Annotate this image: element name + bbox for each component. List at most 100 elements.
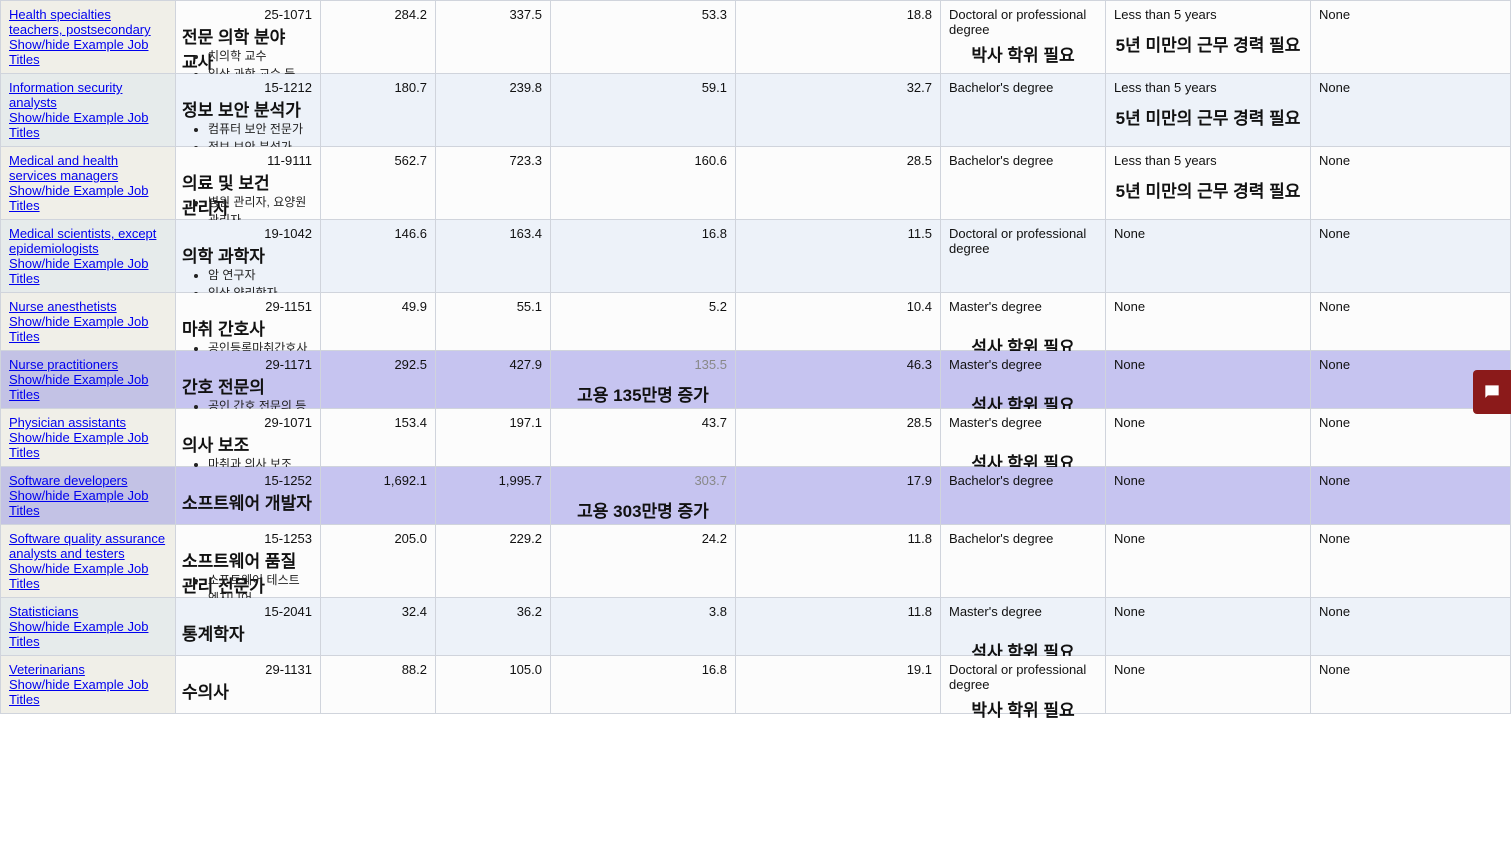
toggle-examples-link[interactable]: Show/hide Example Job Titles — [9, 314, 148, 344]
numeric-value: 16.8 — [702, 226, 727, 241]
korean-education-annotation: 박사 학위 필요 — [941, 41, 1105, 66]
experience-required: Less than 5 years — [1114, 80, 1217, 95]
korean-title-overlay: 간호 전문의 — [182, 373, 314, 398]
experience-required: None — [1114, 415, 1145, 430]
korean-experience-annotation: 5년 미만의 근무 경력 필요 — [1106, 31, 1310, 56]
numeric-value: 32.4 — [402, 604, 427, 619]
training-required: None — [1319, 7, 1350, 22]
korean-title-overlay: 수의사 — [182, 678, 314, 703]
toggle-examples-link[interactable]: Show/hide Example Job Titles — [9, 372, 148, 402]
education-required: Master's degree — [949, 415, 1042, 430]
occupation-code: 29-1151 — [265, 299, 312, 314]
occupation-link[interactable]: Software developers — [9, 473, 128, 488]
occupation-link[interactable]: Medical scientists, except epidemiologis… — [9, 226, 156, 256]
occupation-link[interactable]: Physician assistants — [9, 415, 126, 430]
occupation-code: 19-1042 — [264, 226, 312, 241]
korean-annotation: 고용 135만명 증가 — [551, 381, 735, 406]
training-required: None — [1319, 153, 1350, 168]
numeric-value: 49.9 — [402, 299, 427, 314]
toggle-examples-link[interactable]: Show/hide Example Job Titles — [9, 619, 148, 649]
numeric-value: 10.4 — [907, 299, 932, 314]
training-required: None — [1319, 226, 1350, 241]
education-required: Doctoral or professional degree — [949, 7, 1086, 37]
example-item: 암 연구자 — [208, 266, 314, 284]
training-required: None — [1319, 662, 1350, 677]
numeric-value: 3.8 — [709, 604, 727, 619]
numeric-value: 11.8 — [908, 604, 932, 619]
occupation-code: 29-1171 — [265, 357, 312, 372]
experience-required: Less than 5 years — [1114, 153, 1217, 168]
occupation-link[interactable]: Information security analysts — [9, 80, 122, 110]
training-required: None — [1319, 531, 1350, 546]
numeric-value: 135.5 — [694, 357, 727, 372]
korean-title-overlay: 의학 과학자 — [182, 242, 314, 267]
korean-title-overlay: 통계학자 — [182, 620, 314, 645]
korean-title-overlay: 소프트웨어 개발자 — [182, 489, 314, 514]
table-row: Software developersShow/hide Example Job… — [1, 467, 1511, 525]
numeric-value: 146.6 — [394, 226, 427, 241]
toggle-examples-link[interactable]: Show/hide Example Job Titles — [9, 37, 148, 67]
numeric-value: 197.1 — [509, 415, 542, 430]
occupation-code: 15-2041 — [264, 604, 312, 619]
experience-required: None — [1114, 299, 1145, 314]
experience-required: Less than 5 years — [1114, 7, 1217, 22]
toggle-examples-link[interactable]: Show/hide Example Job Titles — [9, 256, 148, 286]
education-required: Master's degree — [949, 604, 1042, 619]
example-item: 치의학 교수 — [208, 47, 314, 65]
toggle-examples-link[interactable]: Show/hide Example Job Titles — [9, 561, 148, 591]
numeric-value: 284.2 — [394, 7, 427, 22]
occupation-link[interactable]: Software quality assurance analysts and … — [9, 531, 165, 561]
occupation-link[interactable]: Medical and health services managers — [9, 153, 118, 183]
table-row: Nurse practitionersShow/hide Example Job… — [1, 351, 1511, 409]
occupation-link[interactable]: Nurse anesthetists — [9, 299, 117, 314]
occupation-link[interactable]: Veterinarians — [9, 662, 85, 677]
experience-required: None — [1114, 473, 1145, 488]
education-required: Master's degree — [949, 299, 1042, 314]
training-required: None — [1319, 415, 1350, 430]
korean-experience-annotation: 5년 미만의 근무 경력 필요 — [1106, 177, 1310, 202]
table-row: Medical scientists, except epidemiologis… — [1, 220, 1511, 293]
table-row: Software quality assurance analysts and … — [1, 525, 1511, 598]
numeric-value: 36.2 — [517, 604, 542, 619]
education-required: Doctoral or professional degree — [949, 226, 1086, 256]
numeric-value: 16.8 — [702, 662, 727, 677]
occupation-link[interactable]: Nurse practitioners — [9, 357, 118, 372]
occupation-code: 25-1071 — [264, 7, 312, 22]
experience-required: None — [1114, 531, 1145, 546]
numeric-value: 11.5 — [908, 226, 932, 241]
training-required: None — [1319, 299, 1350, 314]
numeric-value: 28.5 — [907, 153, 932, 168]
numeric-value: 55.1 — [517, 299, 542, 314]
numeric-value: 153.4 — [394, 415, 427, 430]
numeric-value: 303.7 — [694, 473, 727, 488]
numeric-value: 163.4 — [509, 226, 542, 241]
table-row: Physician assistantsShow/hide Example Jo… — [1, 409, 1511, 467]
chat-button[interactable] — [1473, 370, 1511, 414]
occupation-code: 29-1071 — [264, 415, 312, 430]
table-row: Medical and health services managersShow… — [1, 147, 1511, 220]
experience-required: None — [1114, 662, 1145, 677]
example-item: 컴퓨터 보안 전문가 — [208, 120, 314, 138]
toggle-examples-link[interactable]: Show/hide Example Job Titles — [9, 110, 148, 140]
korean-experience-annotation: 5년 미만의 근무 경력 필요 — [1106, 104, 1310, 129]
table-row: Information security analystsShow/hide E… — [1, 74, 1511, 147]
education-required: Doctoral or professional degree — [949, 662, 1086, 692]
occupation-code: 15-1212 — [264, 80, 312, 95]
occupation-code: 11-9111 — [267, 153, 312, 168]
education-required: Bachelor's degree — [949, 531, 1053, 546]
occupation-link[interactable]: Statisticians — [9, 604, 78, 619]
numeric-value: 59.1 — [702, 80, 727, 95]
numeric-value: 18.8 — [907, 7, 932, 22]
occupation-link[interactable]: Health specialties teachers, postseconda… — [9, 7, 151, 37]
occupations-table: Health specialties teachers, postseconda… — [0, 0, 1511, 714]
numeric-value: 562.7 — [394, 153, 427, 168]
toggle-examples-link[interactable]: Show/hide Example Job Titles — [9, 677, 148, 707]
korean-annotation: 고용 303만명 증가 — [551, 497, 735, 522]
numeric-value: 723.3 — [509, 153, 542, 168]
toggle-examples-link[interactable]: Show/hide Example Job Titles — [9, 183, 148, 213]
korean-title-overlay: 소프트웨어 품질 관리 전문가 — [182, 547, 314, 597]
toggle-examples-link[interactable]: Show/hide Example Job Titles — [9, 430, 148, 460]
numeric-value: 105.0 — [509, 662, 542, 677]
toggle-examples-link[interactable]: Show/hide Example Job Titles — [9, 488, 148, 518]
numeric-value: 19.1 — [907, 662, 932, 677]
